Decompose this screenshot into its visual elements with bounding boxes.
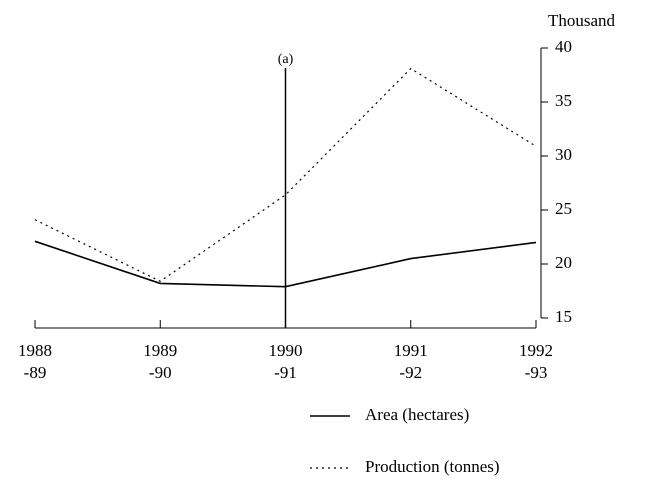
x-tick-label: 1992 -93 [519, 341, 553, 382]
y-tick-label: 15 [555, 307, 572, 326]
y-tick-label: 25 [555, 199, 572, 218]
legend-label: Area (hectares) [365, 405, 469, 424]
x-tick-label: 1990 -91 [268, 341, 303, 382]
x-tick-label: 1988 -89 [18, 341, 52, 382]
series-line [34, 240, 537, 288]
y-tick-label: 40 [555, 37, 572, 56]
y-tick-label: 30 [555, 145, 572, 164]
y-axis-label: Thousand [548, 11, 616, 30]
y-tick-label: 20 [555, 253, 572, 272]
legend-label: Production (tonnes) [365, 457, 500, 476]
x-tick-label: 1991 -92 [393, 341, 428, 382]
x-tick-label: 1989 -90 [143, 341, 178, 382]
y-tick-label: 35 [555, 91, 572, 110]
annotation-text: (a) [278, 52, 294, 67]
